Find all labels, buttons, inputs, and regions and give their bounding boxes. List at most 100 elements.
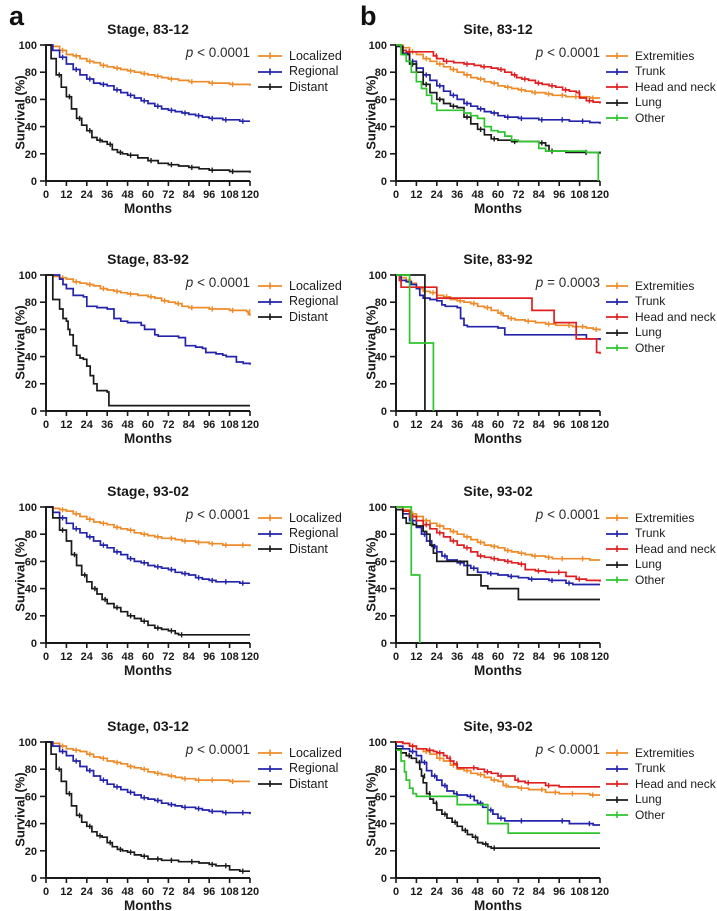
legend-label: Localized (289, 510, 342, 525)
svg-text:0: 0 (381, 176, 387, 188)
svg-text:36: 36 (101, 651, 113, 663)
svg-text:100: 100 (19, 270, 37, 282)
series-line-icon (258, 52, 282, 60)
svg-text:0: 0 (31, 873, 37, 885)
svg-text:120: 120 (591, 419, 609, 431)
svg-text:0: 0 (381, 638, 387, 650)
p-value-label: p < 0.0001 (185, 275, 250, 290)
svg-text:20: 20 (375, 611, 387, 623)
legend: Localized Regional Distant (258, 278, 342, 325)
svg-text:36: 36 (101, 419, 113, 431)
legend: Extremities Trunk Head and neck Lung Oth… (606, 745, 716, 823)
svg-text:84: 84 (533, 189, 546, 201)
svg-text:40: 40 (25, 122, 37, 134)
svg-text:80: 80 (25, 67, 37, 79)
svg-text:12: 12 (410, 886, 422, 898)
svg-text:100: 100 (369, 502, 387, 514)
legend-item: Other (606, 807, 716, 823)
panel-stage-93-02: 0 20 40 60 80 100 0 12 24 36 48 60 72 84 96 108 120 Stag… (0, 462, 358, 690)
series-line-icon (606, 749, 628, 757)
legend-item: Extremities (606, 278, 716, 294)
series-line-icon (606, 313, 628, 321)
svg-text:72: 72 (162, 189, 174, 201)
svg-text:0: 0 (393, 189, 399, 201)
legend-item: Head and neck (606, 79, 716, 95)
svg-text:84: 84 (533, 886, 546, 898)
svg-text:84: 84 (183, 651, 196, 663)
svg-text:108: 108 (220, 419, 238, 431)
legend-label: Trunk (635, 294, 666, 309)
legend-label: Other (635, 807, 666, 822)
legend: Extremities Trunk Head and neck Lung Oth… (606, 48, 716, 126)
panel-stage-03-12: 0 20 40 60 80 100 0 12 24 36 48 60 72 84 96 108 120 Stag… (0, 697, 358, 911)
series-line-icon (606, 99, 628, 106)
svg-text:100: 100 (19, 737, 37, 749)
svg-text:60: 60 (25, 556, 37, 568)
series-line-icon (606, 530, 628, 537)
series-line-icon (606, 344, 628, 352)
legend-label: Head and neck (635, 309, 716, 324)
panel-letter-a: a (9, 1, 25, 31)
survival-plot: 0 20 40 60 80 100 0 12 24 36 48 60 72 84 96 108 120 (19, 502, 260, 663)
legend-item: Localized (258, 510, 342, 526)
svg-text:96: 96 (203, 651, 215, 663)
svg-text:36: 36 (451, 651, 463, 663)
y-axis-label: Survival (%) (12, 772, 28, 847)
svg-text:60: 60 (492, 419, 504, 431)
page-title: Stage, 03-12 (107, 718, 189, 734)
svg-text:120: 120 (241, 886, 259, 898)
series-line-icon (258, 780, 282, 788)
svg-text:72: 72 (512, 189, 524, 201)
series-line-icon (606, 811, 628, 819)
svg-text:12: 12 (410, 189, 422, 201)
svg-text:24: 24 (81, 419, 94, 431)
svg-text:24: 24 (431, 886, 444, 898)
y-axis-label: Survival (%) (363, 75, 379, 150)
svg-text:60: 60 (142, 419, 154, 431)
svg-text:24: 24 (81, 886, 94, 898)
svg-text:24: 24 (431, 189, 444, 201)
legend: Localized Regional Distant (258, 510, 342, 557)
svg-text:80: 80 (375, 67, 387, 79)
legend-item: Lung (606, 95, 716, 111)
legend-item: Distant (258, 309, 342, 325)
svg-text:40: 40 (375, 584, 387, 596)
svg-text:60: 60 (142, 651, 154, 663)
svg-text:12: 12 (60, 886, 72, 898)
svg-text:108: 108 (220, 651, 238, 663)
svg-text:60: 60 (142, 886, 154, 898)
series-line-icon (606, 576, 628, 584)
legend-label: Localized (289, 278, 342, 293)
p-value-label: p < 0.0001 (185, 507, 250, 522)
legend-item: Distant (258, 79, 342, 95)
legend-label: Lung (635, 557, 662, 572)
svg-text:96: 96 (553, 886, 565, 898)
svg-text:72: 72 (512, 651, 524, 663)
svg-text:100: 100 (369, 737, 387, 749)
svg-text:120: 120 (591, 886, 609, 898)
legend-item: Localized (258, 745, 342, 761)
legend-label: Trunk (635, 526, 666, 541)
series-line-icon (258, 68, 282, 75)
svg-text:80: 80 (25, 297, 37, 309)
svg-text:12: 12 (410, 419, 422, 431)
legend-label: Other (635, 572, 666, 587)
x-axis-label: Months (474, 201, 522, 216)
svg-text:40: 40 (375, 352, 387, 364)
page-title: Site, 93-02 (463, 718, 533, 734)
legend-item: Other (606, 572, 716, 588)
svg-text:40: 40 (25, 352, 37, 364)
svg-text:0: 0 (31, 176, 37, 188)
legend-label: Regional (289, 526, 339, 541)
series-line-icon (606, 561, 628, 568)
svg-text:20: 20 (375, 379, 387, 391)
svg-text:72: 72 (512, 419, 524, 431)
legend-item: Distant (258, 541, 342, 557)
p-value-label: p < 0.0001 (535, 507, 600, 522)
survival-plot: 0 20 40 60 80 100 0 12 24 36 48 60 72 84 96 108 120 (19, 40, 260, 201)
panel-site-83-92: 0 20 40 60 80 100 0 12 24 36 48 60 72 84 96 108 120 Site… (358, 230, 717, 458)
page-title: Site, 93-02 (463, 483, 533, 499)
legend-item: Other (606, 110, 716, 126)
svg-text:24: 24 (81, 651, 94, 663)
survival-plot: 0 20 40 60 80 100 0 12 24 36 48 60 72 84 96 108 120 (369, 270, 610, 431)
